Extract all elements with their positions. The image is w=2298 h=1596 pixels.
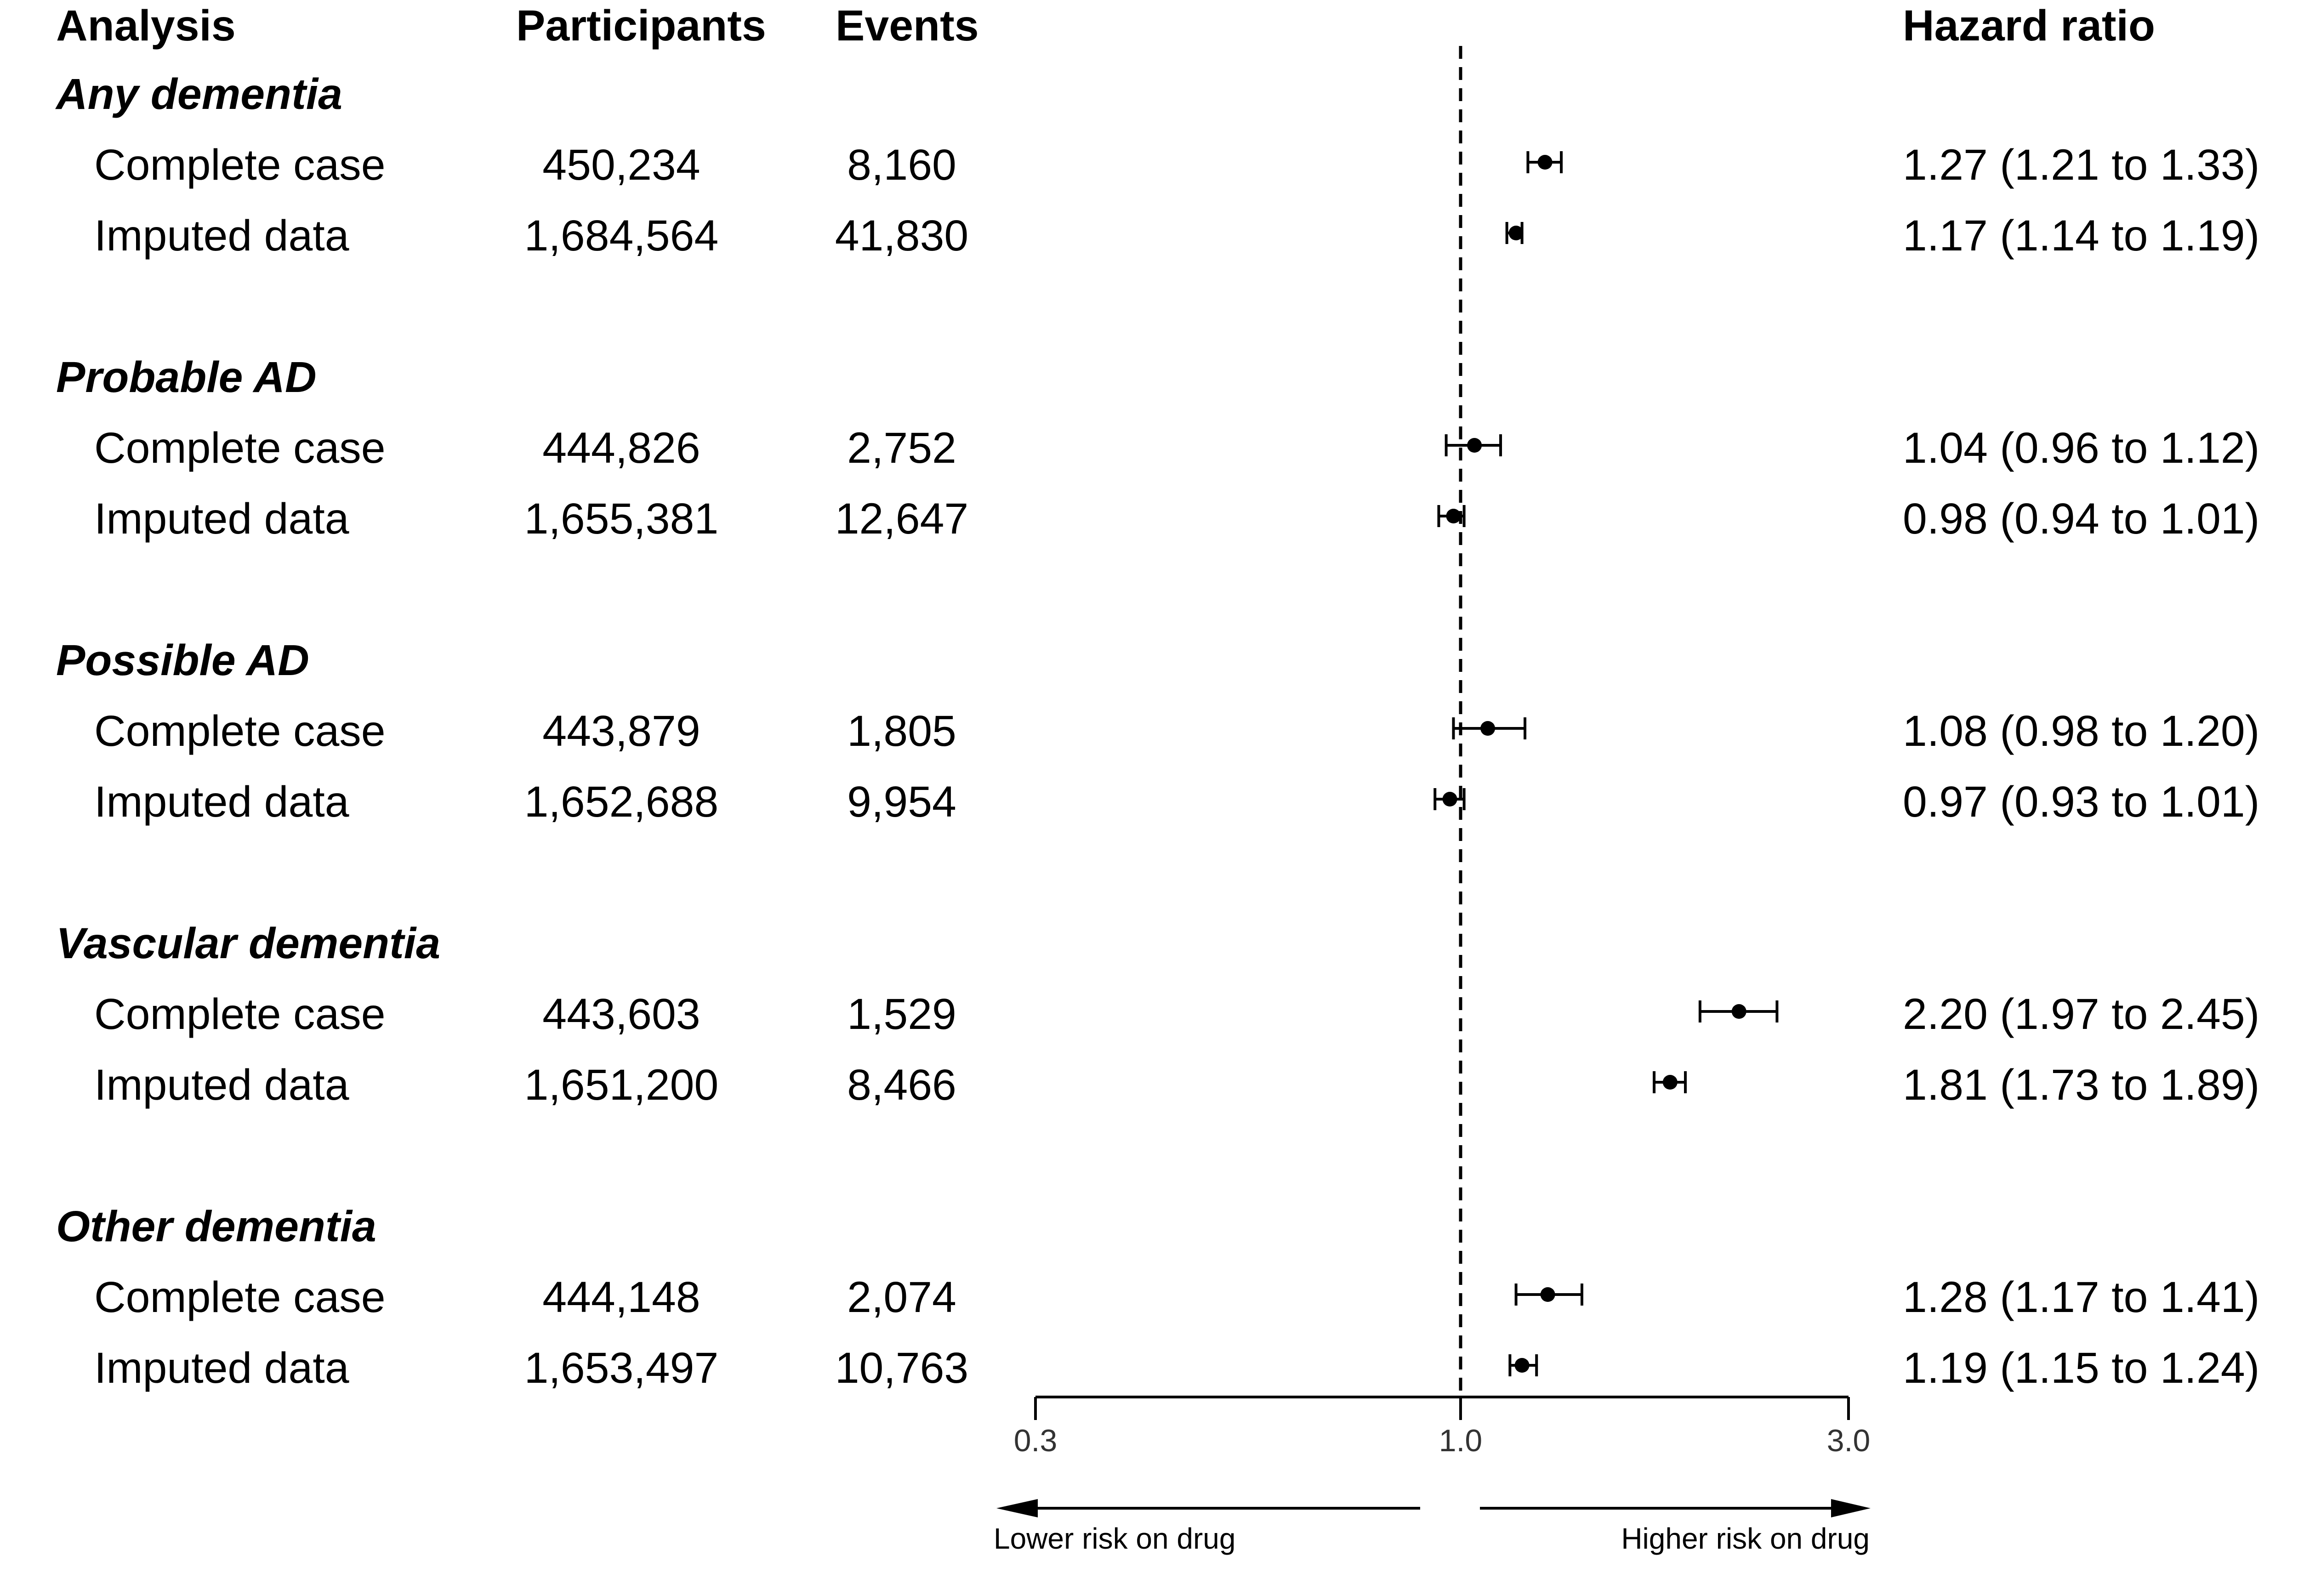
header-events: Events [836,1,979,50]
hazard-ratio-value: 1.28 (1.17 to 1.41) [1903,1273,2259,1322]
column-headers: Analysis Participants Events Hazard rati… [56,1,2155,50]
header-participants: Participants [516,1,766,50]
lower-risk-arrowhead [996,1499,1038,1517]
row-label: Complete case [94,141,386,189]
point-estimate [1480,721,1496,736]
row-label: Imputed data [94,778,349,826]
events-value: 41,830 [835,211,969,260]
hazard-ratio-value: 1.81 (1.73 to 1.89) [1903,1061,2259,1109]
point-estimate [1662,1075,1678,1090]
row-label: Complete case [94,990,386,1039]
lower-risk-label: Lower risk on drug [994,1522,1235,1555]
group-label: Other dementia [56,1202,376,1251]
events-value: 2,074 [847,1273,956,1322]
group-label: Possible AD [56,636,309,685]
events-value: 8,466 [847,1061,956,1109]
x-axis: 0.3 1.0 3.0 [1014,1396,1871,1458]
x-tick-label: 3.0 [1827,1423,1871,1458]
row-label: Imputed data [94,494,349,543]
row-label: Complete case [94,424,386,472]
point-estimate [1467,438,1482,453]
group-label: Probable AD [56,353,317,402]
point-estimate [1540,1287,1555,1302]
point-estimate [1537,155,1553,170]
participants-value: 1,653,497 [524,1344,719,1392]
x-tick-label: 0.3 [1014,1423,1058,1458]
direction-arrows: Lower risk on drug Higher risk on drug [994,1499,1871,1555]
participants-value: 1,684,564 [524,211,719,260]
hazard-ratio-value: 1.27 (1.21 to 1.33) [1903,141,2259,189]
hazard-ratio-value: 2.20 (1.97 to 2.45) [1903,990,2259,1039]
point-estimate [1442,792,1457,807]
row-label: Imputed data [94,1061,349,1109]
point-estimate [1731,1004,1746,1019]
row-label: Complete case [94,1273,386,1322]
higher-risk-label: Higher risk on drug [1621,1522,1870,1555]
point-estimate [1508,226,1524,240]
higher-risk-arrowhead [1831,1499,1871,1517]
participants-value: 443,603 [542,990,700,1039]
row-label: Imputed data [94,211,349,260]
group-label: Vascular dementia [56,919,440,968]
header-hazard-ratio: Hazard ratio [1903,1,2155,50]
events-value: 2,752 [847,424,956,472]
participants-value: 1,655,381 [524,494,719,543]
participants-value: 450,234 [542,141,700,189]
x-tick-label: 1.0 [1439,1423,1483,1458]
hazard-ratio-value: 1.19 (1.15 to 1.24) [1903,1344,2259,1392]
hazard-ratio-value: 1.08 (0.98 to 1.20) [1903,707,2259,755]
row-label: Complete case [94,707,386,755]
header-analysis: Analysis [56,1,236,50]
events-value: 9,954 [847,778,956,826]
row-label: Imputed data [94,1344,349,1392]
hazard-ratio-value: 0.98 (0.94 to 1.01) [1903,494,2259,543]
participants-value: 1,651,200 [524,1061,719,1109]
participants-value: 444,826 [542,424,700,472]
group-label: Any dementia [55,70,342,119]
events-value: 10,763 [835,1344,969,1392]
hazard-ratio-value: 0.97 (0.93 to 1.01) [1903,778,2259,826]
participants-value: 444,148 [542,1273,700,1322]
events-value: 1,805 [847,707,956,755]
point-estimate [1514,1358,1530,1373]
point-estimate [1446,509,1461,523]
participants-value: 443,879 [542,707,700,755]
events-value: 8,160 [847,141,956,189]
hazard-ratio-value: 1.04 (0.96 to 1.12) [1903,424,2259,472]
ci-marks [1433,151,1779,1376]
events-value: 12,647 [835,494,969,543]
table-rows: Any dementia Complete case 450,234 8,160 1.2… [55,70,2259,1392]
participants-value: 1,652,688 [524,778,719,826]
hazard-ratio-value: 1.17 (1.14 to 1.19) [1903,211,2259,260]
events-value: 1,529 [847,990,956,1039]
